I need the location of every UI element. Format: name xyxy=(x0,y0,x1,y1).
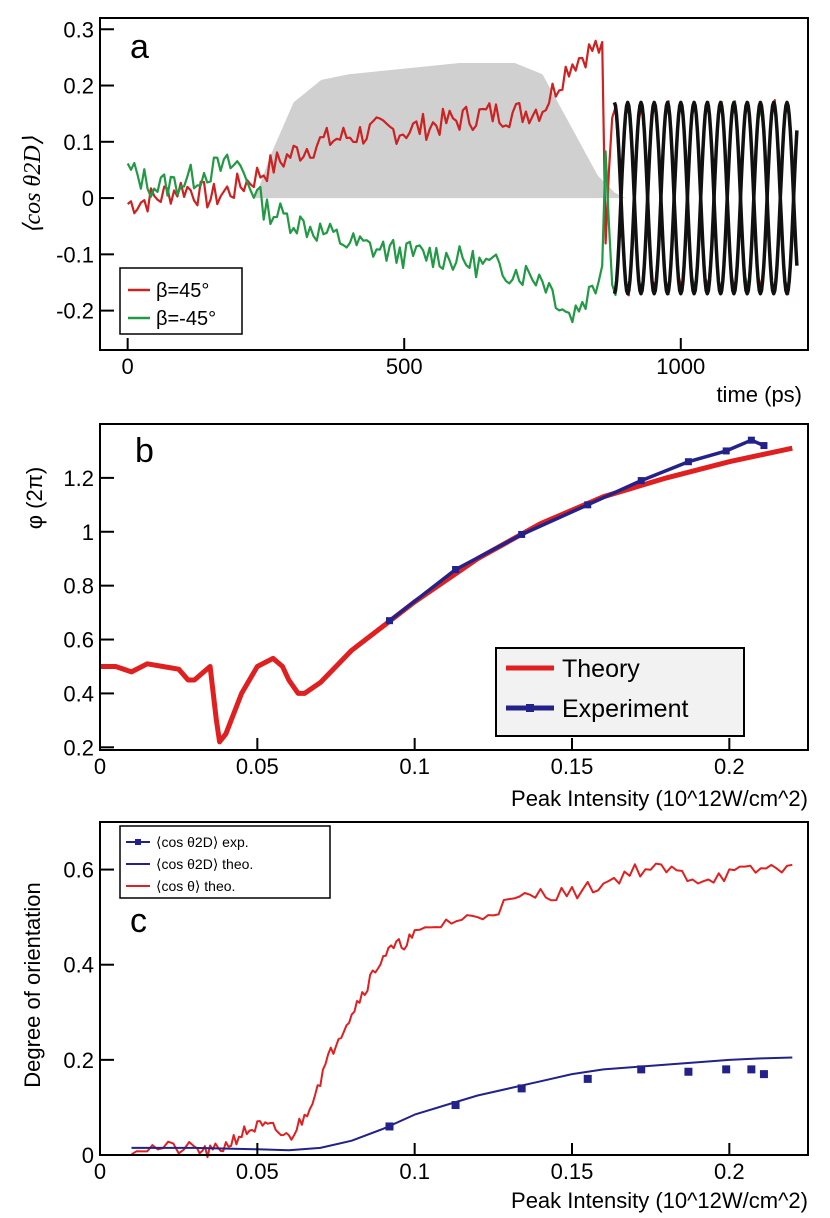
y-tick-label: 0.2 xyxy=(63,74,94,99)
experiment-point xyxy=(584,501,592,509)
legend-box xyxy=(119,267,243,335)
experiment-point xyxy=(518,530,526,538)
theta2d-exp-point xyxy=(637,1065,646,1074)
x-axis-label: Peak Intensity (10^12W/cm^2) xyxy=(511,786,808,811)
theta-theory-line xyxy=(130,862,793,1159)
y-axis-label: Degree of orientation xyxy=(20,882,45,1087)
theta2d-exp-point xyxy=(759,1070,768,1079)
experiment-point xyxy=(747,436,755,444)
legend-label: ⟨cos θ2D⟩ theo. xyxy=(156,856,253,872)
panel-c-frame xyxy=(99,821,809,1156)
theta2d-exp-point xyxy=(451,1101,460,1110)
x-tick-label: 0.2 xyxy=(714,754,745,779)
theta2d-exp-point xyxy=(747,1065,756,1074)
panel-b: 0 0.05 0.1 0.15 0.2 1.2 1 0.8 0.6 0.4 0.2 φ (2π) Pea… xyxy=(22,423,809,811)
y-tick-label: -0.2 xyxy=(56,299,94,324)
y-tick-label: 0.6 xyxy=(63,858,94,883)
theta2d-exp-point xyxy=(517,1084,526,1093)
x-tick-label: 0.15 xyxy=(551,1159,594,1184)
fit-line-2 xyxy=(612,100,799,296)
x-tick-label: 0.15 xyxy=(551,754,594,779)
x-tick-label: 0 xyxy=(122,354,134,379)
experiment-point xyxy=(452,565,460,573)
legend-label: ⟨cos θ2D⟩ exp. xyxy=(156,834,249,850)
y-tick-label: 0.4 xyxy=(63,953,94,978)
theta2d-exp-point xyxy=(385,1122,394,1131)
x-tick-label: 0.05 xyxy=(236,754,279,779)
theta2d-exp-point xyxy=(722,1065,731,1074)
panel-a-frame xyxy=(99,17,809,351)
legend-box xyxy=(119,825,331,899)
panel-c: 0 0.05 0.1 0.15 0.2 0.6 0.4 0.2 0 Degree of orien… xyxy=(20,821,809,1213)
x-tick-label: 0.1 xyxy=(399,1159,430,1184)
y-tick-label: 0 xyxy=(82,1143,94,1168)
panel-label-c: c xyxy=(130,902,147,940)
legend-label: β=-45° xyxy=(156,308,216,330)
y-tick-label: 0.1 xyxy=(63,130,94,155)
y-tick-label: 1.2 xyxy=(63,466,94,491)
theta2d-theory-line xyxy=(131,1056,793,1152)
panel-a: 0 500 1000 0.3 0.2 0.1 0 -0.1 -0.2 ⟨cos θ2D⟩ time … xyxy=(20,17,809,407)
panel-label-a: a xyxy=(130,28,149,66)
experiment-point xyxy=(722,447,730,455)
y-tick-label: 0.2 xyxy=(63,1048,94,1073)
legend-box xyxy=(495,647,745,737)
x-tick-label: 500 xyxy=(386,354,423,379)
y-tick-label: -0.1 xyxy=(56,242,94,267)
legend: Theory Experiment xyxy=(495,647,745,737)
y-tick-label: 1 xyxy=(82,520,94,545)
x-axis-label: Peak Intensity (10^12W/cm^2) xyxy=(511,1188,808,1213)
x-tick-label: 0.05 xyxy=(236,1159,279,1184)
x-tick-label: 0 xyxy=(94,754,106,779)
legend: β=45° β=-45° xyxy=(119,267,243,335)
y-tick-label: 0.8 xyxy=(63,574,94,599)
x-axis-label: time (ps) xyxy=(716,382,802,407)
y-tick-label: 0.6 xyxy=(63,628,94,653)
legend: ⟨cos θ2D⟩ exp. ⟨cos θ2D⟩ theo. ⟨cos θ⟩ the… xyxy=(119,825,331,899)
legend-marker xyxy=(526,704,534,712)
y-tick-label: 0.3 xyxy=(63,17,94,42)
experiment-point xyxy=(760,442,768,450)
legend-label: β=45° xyxy=(156,280,209,302)
y-axis-label: ⟨cos θ2D⟩ xyxy=(20,135,46,233)
y-tick-label: 0.2 xyxy=(63,735,94,760)
x-tick-label: 0 xyxy=(94,1159,106,1184)
x-tick-label: 0.2 xyxy=(714,1159,745,1184)
x-tick-label: 1000 xyxy=(656,354,705,379)
legend-label: ⟨cos θ⟩ theo. xyxy=(156,878,235,894)
experiment-point xyxy=(385,617,393,625)
panel-b-frame xyxy=(99,423,809,751)
y-axis-label: φ (2π) xyxy=(22,467,47,529)
experiment-point xyxy=(637,477,645,485)
legend-label: Experiment xyxy=(562,695,688,723)
theta2d-exp-point xyxy=(583,1074,592,1083)
legend-marker xyxy=(135,839,141,845)
experiment-point xyxy=(684,458,692,466)
y-tick-label: 0.4 xyxy=(63,681,94,706)
x-tick-label: 0.1 xyxy=(399,754,430,779)
legend-label: Theory xyxy=(562,655,640,683)
theta2d-exp-point xyxy=(684,1067,693,1076)
y-tick-label: 0 xyxy=(82,186,94,211)
panel-label-b: b xyxy=(135,432,154,470)
